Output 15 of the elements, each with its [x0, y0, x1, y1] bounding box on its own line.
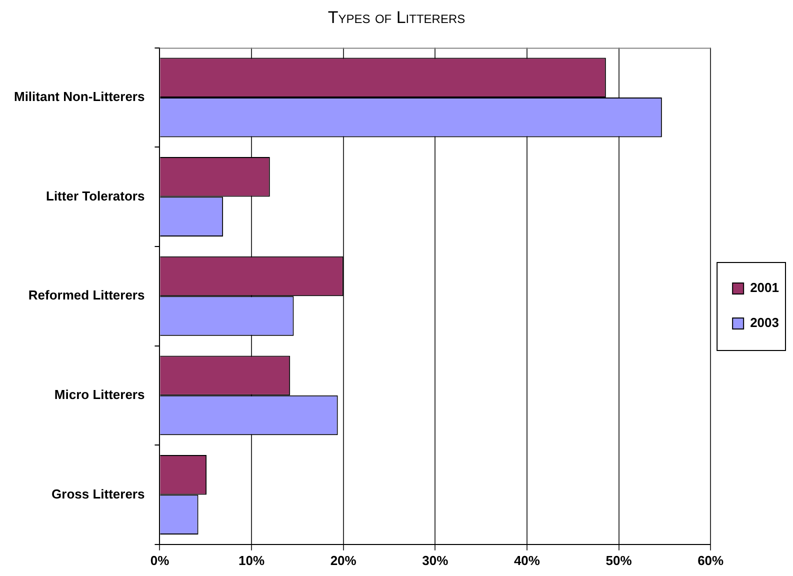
y-tick-label: Reformed Litterers: [28, 288, 145, 303]
y-tick-label: Militant Non-Litterers: [14, 89, 145, 104]
x-tick-label: 60%: [698, 552, 724, 568]
x-tick-label: 50%: [606, 552, 632, 568]
x-tick-label: 40%: [514, 552, 540, 568]
legend-label: 2003: [750, 315, 779, 330]
chart-title: Types of Litterers: [326, 8, 466, 28]
legend-label: 2001: [750, 280, 779, 296]
y-tick-label: Micro Litterers: [54, 387, 145, 402]
y-tick-label: Litter Tolerators: [46, 188, 145, 204]
x-tick-label: 20%: [330, 552, 357, 568]
x-tick-label: 10%: [238, 552, 265, 568]
y-tick-label: Gross Litterers: [52, 486, 145, 502]
x-tick-label: 30%: [422, 552, 449, 568]
x-tick-label: 0%: [150, 552, 170, 568]
